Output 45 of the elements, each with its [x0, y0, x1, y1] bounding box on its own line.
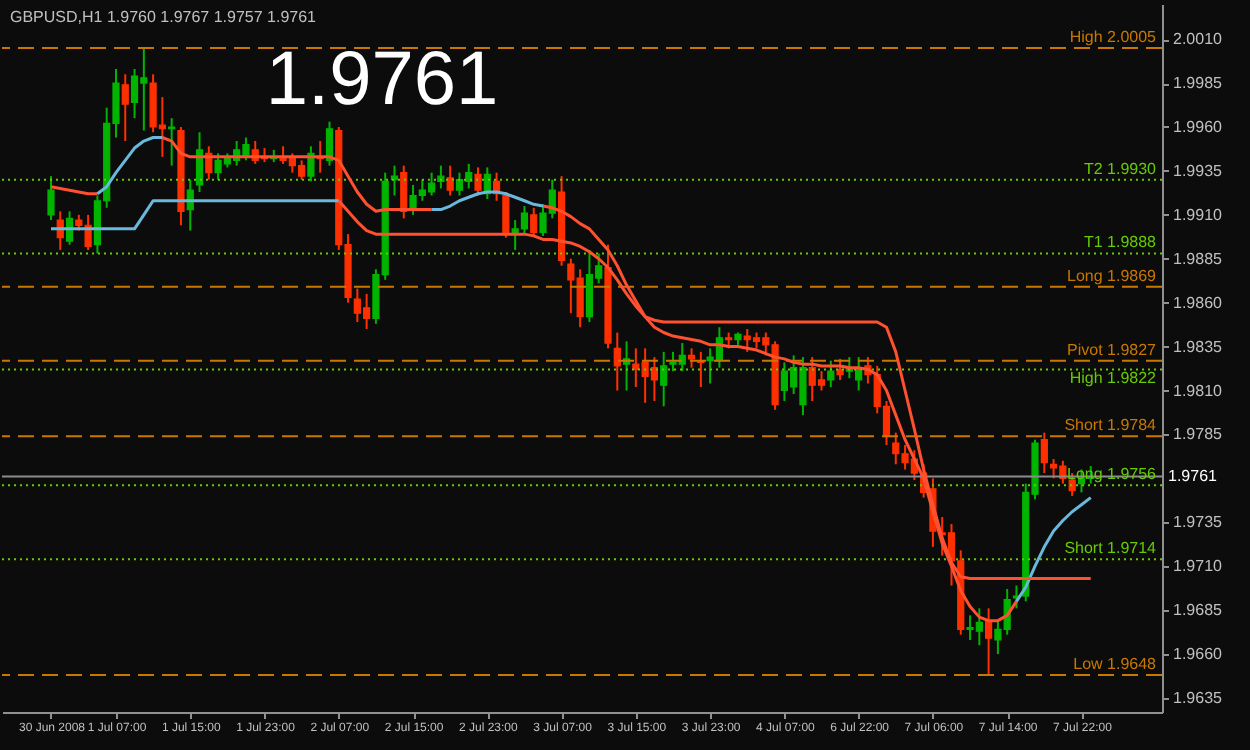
candlestick — [660, 350, 668, 408]
candlestick — [827, 359, 835, 388]
y-tick-label: 1.9635 — [1173, 688, 1224, 707]
y-tick-label: 1.9860 — [1173, 293, 1224, 312]
candlestick — [687, 347, 696, 369]
candlestick — [455, 171, 464, 197]
candlestick — [520, 205, 529, 236]
ref-line-label: 1.9761 — [1168, 466, 1219, 485]
y-tick-label: 1.9810 — [1173, 381, 1224, 400]
candlestick — [836, 357, 844, 381]
candlestick — [446, 164, 454, 197]
y-tick-label: 1.9935 — [1173, 161, 1224, 180]
ref-line-label: Long 1.9869 — [1067, 266, 1158, 285]
y-tick-label: 1.9660 — [1173, 645, 1224, 664]
candlestick — [47, 175, 55, 222]
ref-line-label: Low 1.9648 — [1073, 655, 1158, 674]
ref-line-label: High 1.9822 — [1069, 369, 1158, 388]
ref-line-label: Short 1.9784 — [1064, 416, 1158, 435]
y-tick-label: 2.0010 — [1173, 30, 1224, 49]
candlestick — [585, 248, 594, 323]
ref-line-label: Short 1.9714 — [1064, 539, 1158, 558]
candlestick — [121, 73, 129, 143]
y-tick-label: 1.9835 — [1173, 337, 1224, 356]
y-tick-label: 1.9710 — [1173, 557, 1224, 576]
candlestick — [1040, 431, 1048, 475]
candlestick — [985, 607, 993, 677]
candlestick — [130, 68, 139, 120]
y-tick-label: 1.9910 — [1173, 205, 1224, 224]
candlestick — [530, 206, 538, 237]
y-tick-label: 1.9960 — [1173, 117, 1224, 136]
ref-line-label: High 2.0005 — [1069, 27, 1158, 46]
y-tick-label: 1.9785 — [1173, 425, 1224, 444]
ref-line-label: T2 1.9930 — [1083, 159, 1158, 178]
y-tick-label: 1.9985 — [1173, 74, 1224, 93]
chart-title: GBPUSD,H1 1.9760 1.9767 1.9757 1.9761 — [10, 8, 318, 26]
candlestick — [437, 164, 445, 190]
candlestick — [817, 370, 826, 392]
candlestick — [474, 166, 482, 197]
ref-line-label: T1 1.9888 — [1083, 233, 1158, 252]
y-tick-label: 1.9685 — [1173, 601, 1224, 620]
y-tick-label: 1.9735 — [1173, 513, 1224, 532]
ref-line-label: Pivot 1.9827 — [1067, 340, 1158, 359]
y-tick-label: 1.9885 — [1173, 249, 1224, 268]
annotation: 1.9761 — [265, 38, 499, 122]
candlestick — [613, 331, 621, 392]
